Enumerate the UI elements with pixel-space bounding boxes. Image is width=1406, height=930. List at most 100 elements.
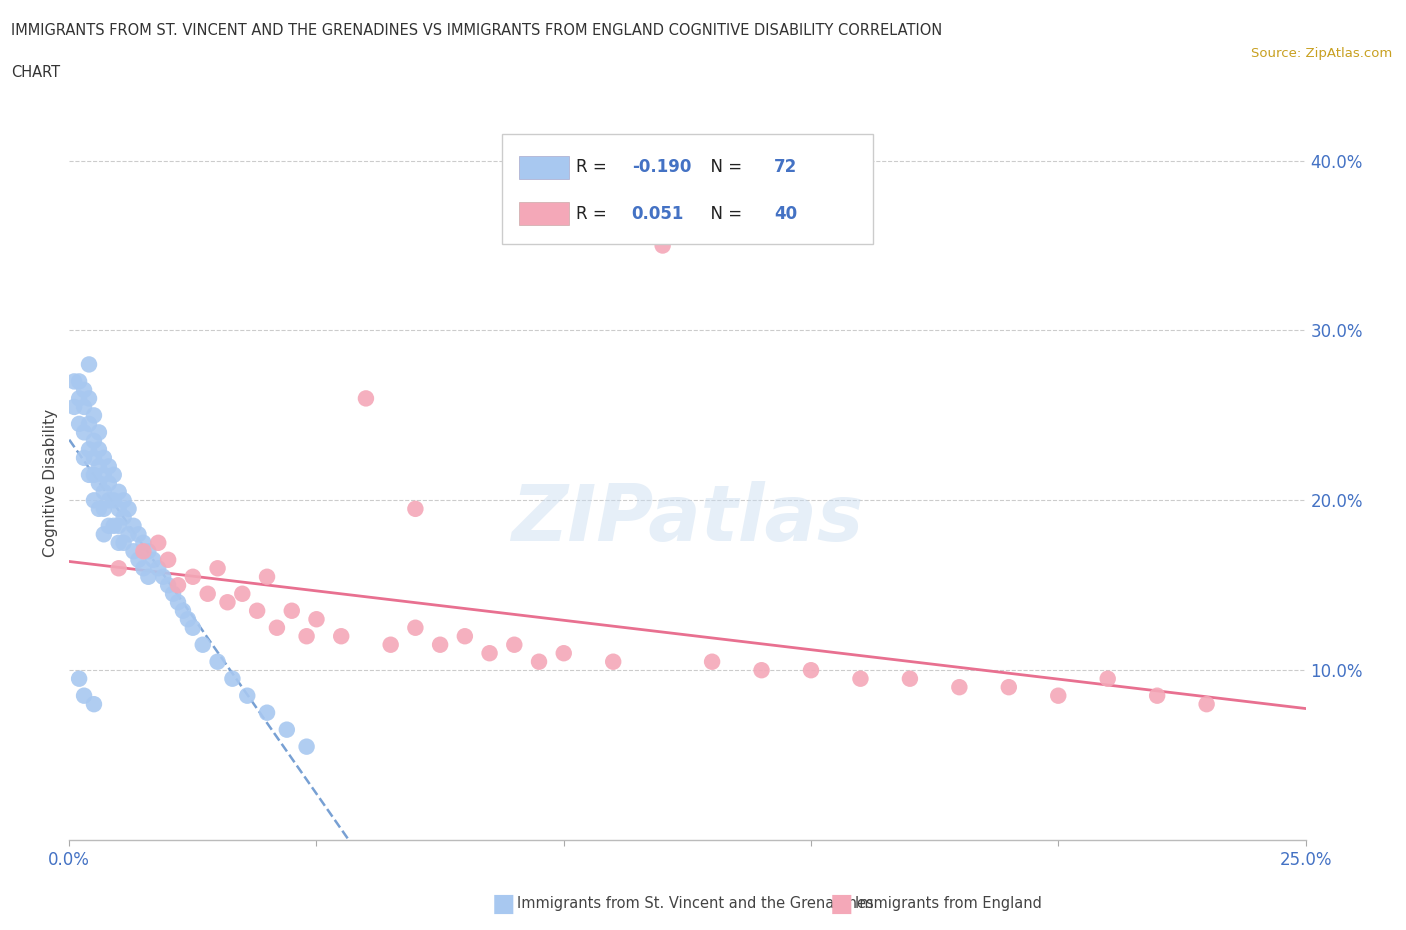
Point — [97, 458, 120, 473]
Text: R =: R = — [576, 205, 612, 222]
Point — [93, 450, 115, 465]
Point — [503, 637, 526, 652]
Point — [107, 561, 129, 576]
Point — [127, 552, 149, 567]
Point — [73, 400, 96, 415]
Point — [1146, 688, 1168, 703]
Point — [207, 655, 229, 670]
Point — [112, 536, 135, 551]
Point — [231, 586, 253, 601]
Point — [103, 493, 125, 508]
Point — [429, 637, 451, 652]
Point — [246, 604, 269, 618]
Text: -0.190: -0.190 — [631, 158, 692, 177]
Point — [404, 501, 426, 516]
Point — [152, 569, 174, 584]
Point — [142, 552, 165, 567]
Point — [107, 501, 129, 516]
Point — [948, 680, 970, 695]
Point — [83, 493, 105, 508]
Point — [157, 552, 180, 567]
Point — [162, 586, 184, 601]
Point — [181, 620, 204, 635]
Point — [217, 595, 239, 610]
Point — [117, 501, 139, 516]
Point — [83, 433, 105, 448]
Point — [83, 408, 105, 423]
Point — [1047, 688, 1070, 703]
Point — [87, 501, 110, 516]
Point — [266, 620, 288, 635]
Point — [998, 680, 1021, 695]
Point — [167, 595, 190, 610]
Point — [380, 637, 402, 652]
Text: Source: ZipAtlas.com: Source: ZipAtlas.com — [1251, 46, 1392, 60]
Point — [138, 544, 160, 559]
Point — [221, 671, 243, 686]
Point — [305, 612, 328, 627]
FancyBboxPatch shape — [519, 202, 568, 225]
FancyBboxPatch shape — [519, 156, 568, 179]
Point — [553, 645, 575, 660]
Point — [478, 645, 501, 660]
Text: R =: R = — [576, 158, 612, 177]
Point — [93, 485, 115, 499]
Point — [157, 578, 180, 592]
Text: IMMIGRANTS FROM ST. VINCENT AND THE GRENADINES VS IMMIGRANTS FROM ENGLAND COGNIT: IMMIGRANTS FROM ST. VINCENT AND THE GREN… — [11, 23, 942, 38]
Point — [87, 458, 110, 473]
Text: CHART: CHART — [11, 65, 60, 80]
Point — [63, 374, 86, 389]
Text: 72: 72 — [773, 158, 797, 177]
Point — [87, 476, 110, 491]
Point — [93, 527, 115, 542]
Point — [167, 578, 190, 592]
Point — [898, 671, 921, 686]
Point — [207, 561, 229, 576]
Point — [148, 561, 170, 576]
Point — [330, 629, 353, 644]
Point — [181, 569, 204, 584]
Point — [67, 671, 90, 686]
Point — [132, 561, 155, 576]
Text: 40: 40 — [773, 205, 797, 222]
Point — [77, 417, 100, 432]
Point — [77, 442, 100, 457]
Point — [117, 527, 139, 542]
Point — [138, 569, 160, 584]
Point — [800, 663, 823, 678]
Point — [83, 697, 105, 711]
Point — [63, 400, 86, 415]
Point — [83, 468, 105, 483]
Text: 0.051: 0.051 — [631, 205, 685, 222]
Point — [148, 536, 170, 551]
Point — [281, 604, 304, 618]
Point — [276, 723, 298, 737]
Y-axis label: Cognitive Disability: Cognitive Disability — [44, 409, 58, 557]
Point — [700, 655, 723, 670]
Point — [97, 493, 120, 508]
Point — [87, 442, 110, 457]
Text: ■: ■ — [830, 892, 853, 916]
Point — [191, 637, 214, 652]
Point — [295, 739, 318, 754]
Text: N =: N = — [700, 205, 747, 222]
Point — [651, 238, 673, 253]
Point — [73, 450, 96, 465]
Point — [177, 612, 200, 627]
Point — [77, 468, 100, 483]
Point — [354, 391, 377, 405]
Point — [97, 476, 120, 491]
Point — [83, 450, 105, 465]
Point — [107, 485, 129, 499]
Point — [132, 536, 155, 551]
Point — [127, 527, 149, 542]
Point — [103, 468, 125, 483]
Point — [236, 688, 259, 703]
Point — [73, 688, 96, 703]
Point — [73, 425, 96, 440]
Point — [93, 468, 115, 483]
Point — [122, 518, 145, 533]
Point — [67, 391, 90, 405]
Text: ZIPatlas: ZIPatlas — [512, 481, 863, 557]
Point — [172, 604, 194, 618]
